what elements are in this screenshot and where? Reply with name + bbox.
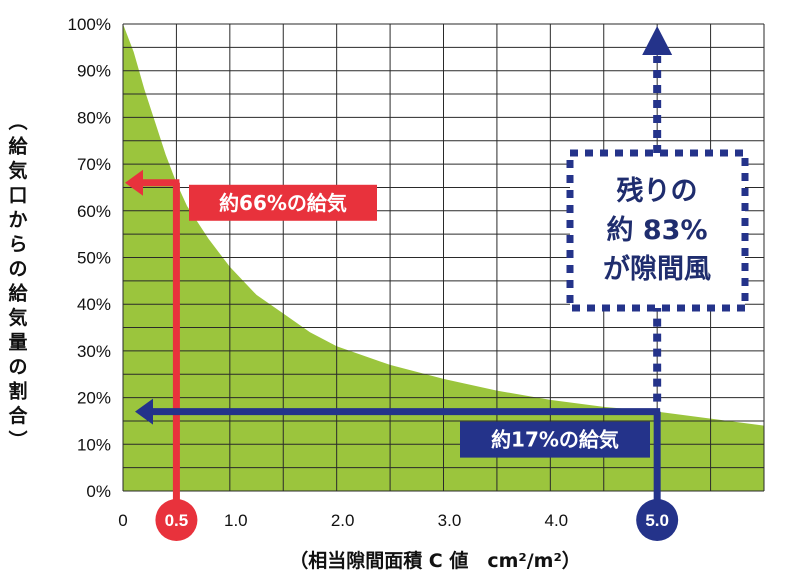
y-axis-label-char: か [8,209,27,231]
y-tick-label: 0% [86,482,111,501]
box-text-line: が隙間風 [603,253,711,285]
red-x-marker [155,499,198,541]
y-axis-label-char: 合 [8,404,28,427]
y-tick-label: 60% [77,202,111,221]
box-text-line: 残りの [617,176,698,207]
y-axis-label-char: 気 [8,159,27,182]
y-tick-label: 50% [77,249,111,268]
y-axis-label-char: 給 [8,135,28,158]
red-label-box [189,184,377,221]
y-axis-label-char: 割 [8,380,27,403]
y-axis-label-char: 量 [8,332,27,354]
x-tick-label: 0 [118,511,127,530]
x-axis-label: （相当隙間面積 C 値 cm²/m²） [289,549,581,572]
x-tick-labels: 0 1.0 2.0 3.0 4.0 [118,511,568,530]
y-tick-label: 90% [77,62,111,81]
x-tick-label: 2.0 [331,511,355,530]
y-axis-label-char: 気 [8,306,27,329]
y-tick-label: 30% [77,342,111,361]
blue-x-marker [636,499,679,541]
x-tick-label: 3.0 [438,511,462,530]
x-tick-label: 4.0 [545,511,569,530]
y-tick-labels: 0% 10% 20% 30% 40% 50% 60% 70% 80% 90% 100% [68,15,111,501]
blue-label: 約17%の給気 [491,428,619,452]
blue-x-marker-label: 5.0 [645,511,669,530]
red-label: 約66%の給気 [219,191,347,215]
y-tick-label: 20% [77,389,111,408]
y-tick-label: 100% [68,15,111,34]
red-x-marker-label: 0.5 [165,511,189,530]
y-axis-label-char: （ [6,111,29,130]
y-axis-label-char: 口 [8,185,27,207]
red-arrow-left [125,169,143,196]
blue-arrow-left [135,398,153,425]
blue-dotted-box [566,149,749,312]
y-axis-label-char: ） [6,430,29,449]
y-axis-label-char: 給 [8,282,28,305]
y-axis-label-char: の [8,258,27,280]
blue-label-box [460,421,650,458]
blue-arrow-up [642,26,673,55]
y-tick-label: 10% [77,435,111,454]
y-tick-label: 40% [77,295,111,314]
y-tick-label: 70% [77,155,111,174]
y-tick-label: 80% [77,108,111,127]
y-axis-label-char: の [8,356,27,378]
x-tick-label: 1.0 [224,511,248,530]
box-text-line: 約 83% [606,214,707,246]
y-axis-label-char: ら [8,234,27,256]
